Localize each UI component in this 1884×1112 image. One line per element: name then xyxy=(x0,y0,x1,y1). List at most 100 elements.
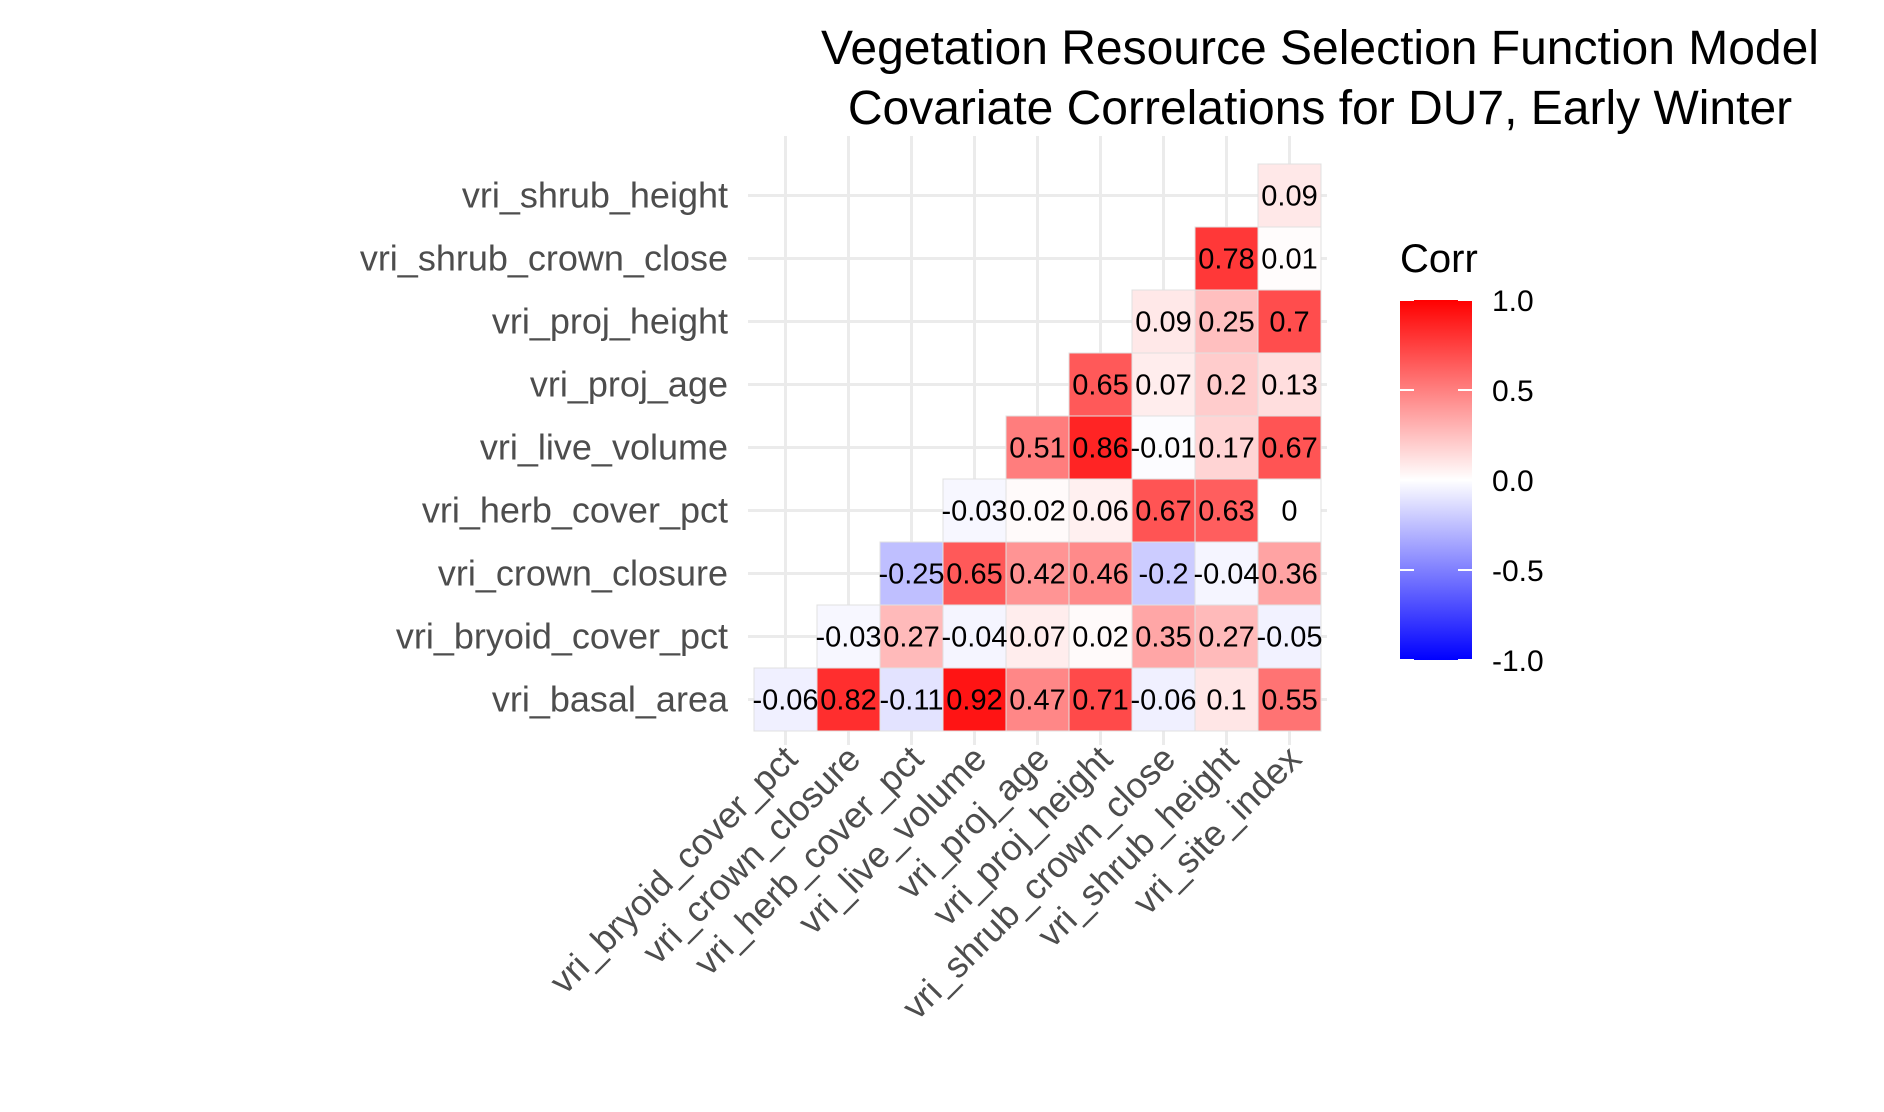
x-tick-label: vri_bryoid_cover_pct xyxy=(541,738,805,1002)
y-tick-label: vri_shrub_height xyxy=(462,175,728,216)
heatmap-cell xyxy=(1005,415,1070,480)
heatmap-cell xyxy=(1005,478,1070,543)
cell-value-label: 0.13 xyxy=(1261,370,1317,402)
cell-value-label: 0.07 xyxy=(1009,622,1065,654)
heatmap-cell xyxy=(1257,604,1322,669)
y-axis-labels: vri_basal_area vri_bryoid_cover_pct vri_cr… xyxy=(360,175,729,720)
cell-value-label: 0.27 xyxy=(1198,622,1254,654)
heatmap-cell xyxy=(1257,163,1322,228)
cell-value-label: 0.25 xyxy=(1198,307,1254,339)
heatmap-cells xyxy=(753,163,1322,732)
cell-value-label: 0.65 xyxy=(946,559,1002,591)
heatmap-cell xyxy=(1068,415,1133,480)
chart-title: Vegetation Resource Selection Function M… xyxy=(821,22,1819,135)
cell-value-label: -0.2 xyxy=(1139,559,1189,591)
cell-value-label: -0.03 xyxy=(815,622,881,654)
cell-value-label: 0.09 xyxy=(1135,307,1191,339)
heatmap-cell xyxy=(942,604,1007,669)
heatmap-cell xyxy=(1068,352,1133,417)
heatmap-cell xyxy=(816,604,881,669)
chart-title-line-2: Covariate Correlations for DU7, Early Wi… xyxy=(848,82,1792,135)
cell-value-label: 0.09 xyxy=(1261,181,1317,213)
cell-value-label: -0.01 xyxy=(1130,433,1196,465)
cell-value-label: 0.51 xyxy=(1009,433,1065,465)
heatmap-cell xyxy=(1005,541,1070,606)
cell-value-label: 0.71 xyxy=(1072,685,1128,717)
y-tick-label: vri_crown_closure xyxy=(438,553,728,594)
y-tick-label: vri_proj_age xyxy=(530,364,728,405)
y-tick-label: vri_proj_height xyxy=(492,301,728,342)
cell-value-label: 0.27 xyxy=(883,622,939,654)
y-tick-label: vri_herb_cover_pct xyxy=(422,490,728,531)
heatmap-cell xyxy=(1194,478,1259,543)
legend-tick-label: -0.5 xyxy=(1492,555,1544,588)
heatmap-cell xyxy=(1257,667,1322,732)
cell-value-label: 0.67 xyxy=(1261,433,1317,465)
legend: Corr 1.0 0.5 0.0 -0.5 -1.0 xyxy=(1400,237,1544,678)
heatmap-cell xyxy=(1194,667,1259,732)
cell-value-label: 0.07 xyxy=(1135,370,1191,402)
cell-value-label: 0.7 xyxy=(1269,307,1309,339)
cell-value-label: 0.1 xyxy=(1206,685,1246,717)
cell-value-label: 0.36 xyxy=(1261,559,1317,591)
legend-tick-label: 0.0 xyxy=(1492,465,1534,498)
cell-value-label: 0.78 xyxy=(1198,244,1254,276)
cell-value-label: 0.86 xyxy=(1072,433,1128,465)
heatmap-cell xyxy=(1257,478,1322,543)
cell-value-label: 0.46 xyxy=(1072,559,1128,591)
cell-value-label: 0.92 xyxy=(946,685,1002,717)
legend-title: Corr xyxy=(1400,237,1478,281)
cell-value-label: -0.25 xyxy=(878,559,944,591)
heatmap-cell xyxy=(1131,541,1196,606)
legend-tick-label: 1.0 xyxy=(1492,285,1534,318)
y-tick-label: vri_bryoid_cover_pct xyxy=(396,616,728,657)
cell-value-label: -0.06 xyxy=(752,685,818,717)
cell-value-label: -0.04 xyxy=(1193,559,1259,591)
legend-tick-label: -1.0 xyxy=(1492,645,1544,678)
cell-value-label: 0.17 xyxy=(1198,433,1254,465)
cell-value-label: 0.35 xyxy=(1135,622,1191,654)
heatmap-cell xyxy=(1194,604,1259,669)
cell-value-label: 0.82 xyxy=(820,685,876,717)
legend-tick-label: 0.5 xyxy=(1492,375,1534,408)
cell-value-label: 0.01 xyxy=(1261,244,1317,276)
heatmap-cell xyxy=(1257,226,1322,291)
cell-value-label: -0.06 xyxy=(1130,685,1196,717)
heatmap-cell xyxy=(1005,604,1070,669)
heatmap-cell xyxy=(1068,478,1133,543)
cell-value-label: -0.04 xyxy=(941,622,1007,654)
heatmap-cell xyxy=(1194,541,1259,606)
cell-value-label: 0 xyxy=(1281,496,1297,528)
heatmap-cell xyxy=(942,541,1007,606)
cell-value-label: -0.03 xyxy=(941,496,1007,528)
heatmap-cell xyxy=(1131,604,1196,669)
cell-value-label: 0.65 xyxy=(1072,370,1128,402)
y-tick-label: vri_live_volume xyxy=(480,427,728,468)
heatmap-cell xyxy=(879,541,944,606)
heatmap-cell xyxy=(1068,667,1133,732)
x-axis-labels: vri_bryoid_cover_pctvri_crown_closurevri… xyxy=(541,738,1309,1027)
cell-value-label: -0.05 xyxy=(1256,622,1322,654)
heatmap-cell xyxy=(1257,541,1322,606)
cell-value-label: 0.2 xyxy=(1206,370,1246,402)
legend-ticks: 1.0 0.5 0.0 -0.5 -1.0 xyxy=(1400,285,1544,678)
cell-value-label: 0.67 xyxy=(1135,496,1191,528)
cell-value-label: 0.06 xyxy=(1072,496,1128,528)
heatmap-cell xyxy=(1068,604,1133,669)
y-tick-label: vri_shrub_crown_close xyxy=(360,238,728,279)
heatmap-cell xyxy=(753,667,818,732)
cell-value-label: 0.42 xyxy=(1009,559,1065,591)
cell-value-label: 0.55 xyxy=(1261,685,1317,717)
heatmap-cell xyxy=(942,478,1007,543)
cell-value-label: 0.63 xyxy=(1198,496,1254,528)
chart-title-line-1: Vegetation Resource Selection Function M… xyxy=(821,22,1819,75)
cell-value-label: 0.02 xyxy=(1072,622,1128,654)
cell-value-label: 0.02 xyxy=(1009,496,1065,528)
heatmap-cell xyxy=(1131,289,1196,354)
heatmap-cell xyxy=(1068,541,1133,606)
heatmap-cell xyxy=(942,667,1007,732)
heatmap-cell-labels: -0.06 0.82 -0.11 0.92 0.47 0.71 -0.06 0.1 0.55-0… xyxy=(752,181,1322,717)
cell-value-label: -0.11 xyxy=(880,685,944,717)
y-tick-label: vri_basal_area xyxy=(492,679,729,720)
